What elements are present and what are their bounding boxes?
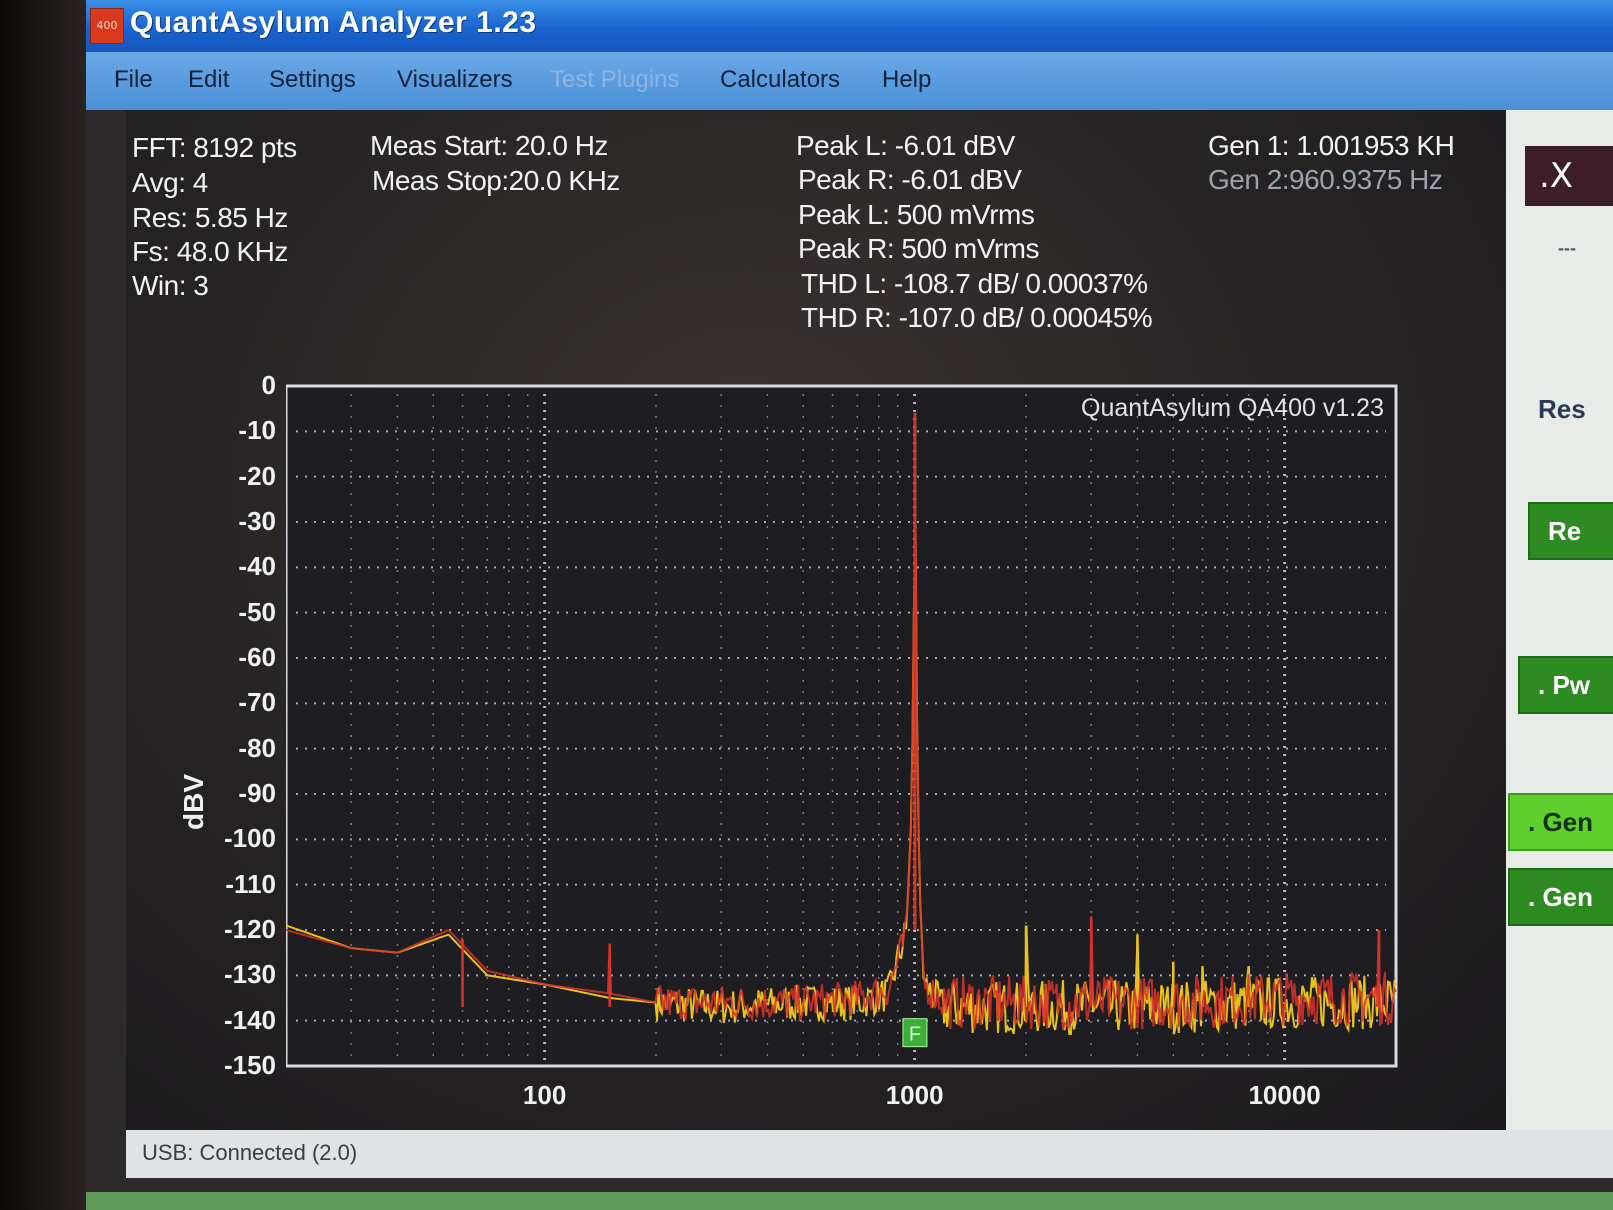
y-tick-label: -130 — [223, 959, 276, 990]
title-bar[interactable]: 400 QuantAsylum Analyzer 1.23 — [86, 0, 1613, 52]
stat-gen2: Gen 2:960.9375 Hz — [1208, 164, 1443, 195]
menu-file[interactable]: File — [114, 66, 153, 93]
window-title: QuantAsylum Analyzer 1.23 — [130, 6, 537, 39]
usb-status: USB: Connected (2.0) — [142, 1140, 358, 1165]
x-tick-label: 1000 — [885, 1080, 944, 1110]
y-tick-label: -150 — [223, 1050, 276, 1080]
fundamental-marker — [902, 1018, 928, 1048]
stat-fs: Fs: 48.0 KHz — [132, 236, 288, 267]
re-button[interactable]: Re — [1528, 502, 1613, 560]
y-tick-label: -40 — [238, 551, 276, 582]
y-tick-label: -60 — [238, 642, 276, 672]
spectrum-plot[interactable]: QuantAsylum QA400 v1.23 F — [286, 378, 1436, 1078]
y-tick-label: -10 — [238, 415, 276, 446]
stat-meas-start: Meas Start: 20.0 Hz — [370, 130, 608, 161]
app-icon[interactable]: 400 — [90, 8, 124, 44]
stat-res: Res: 5.85 Hz — [132, 202, 288, 233]
menu-bar: File Edit Settings Visualizers Test Plug… — [86, 52, 1613, 110]
stat-peak-l-dbv: Peak L: -6.01 dBV — [796, 130, 1015, 161]
y-tick-label: -30 — [238, 506, 276, 536]
y-tick-label: -110 — [225, 868, 276, 899]
stat-thd-l: THD L: -108.7 dB/ 0.00037% — [801, 268, 1148, 299]
y-tick-label: -100 — [223, 823, 276, 854]
stat-thd-r: THD R: -107.0 dB/ 0.00045% — [801, 302, 1153, 333]
stat-peak-r-dbv: Peak R: -6.01 dBV — [798, 164, 1022, 195]
app-window: 400 QuantAsylum Analyzer 1.23 File Edit … — [86, 0, 1613, 1192]
side-panel: --- Res Re . Pw . Gen . Gen — [1506, 110, 1613, 1130]
x-tick-label: 100 — [522, 1080, 567, 1110]
status-bar: USB: Connected (2.0) — [126, 1130, 1613, 1178]
series-line — [286, 525, 1397, 1036]
close-icon[interactable]: .X — [1525, 146, 1613, 206]
taskbar-strip — [86, 1192, 1613, 1210]
stat-meas-stop: Meas Stop:20.0 KHz — [372, 165, 620, 196]
y-tick-label: -20 — [238, 460, 276, 491]
pw-button[interactable]: . Pw — [1518, 656, 1613, 714]
y-tick-label: -50 — [238, 596, 276, 627]
chart-title: QuantAsylum QA400 v1.23 — [1081, 394, 1384, 422]
stat-peak-r-vrms: Peak R: 500 mVrms — [798, 233, 1039, 264]
menu-calculators[interactable]: Calculators — [720, 66, 841, 93]
x-tick-label: 10000 — [1248, 1080, 1321, 1110]
series-line — [286, 527, 1397, 1030]
y-tick-label: -90 — [238, 778, 276, 808]
menu-help[interactable]: Help — [882, 66, 932, 93]
y-tick-label: 0 — [261, 370, 276, 400]
menu-visualizers[interactable]: Visualizers — [397, 66, 513, 93]
stat-win: Win: 3 — [132, 270, 209, 301]
menu-test-plugins: Test Plugins — [550, 66, 680, 93]
side-res-label: Res — [1538, 394, 1586, 424]
side-dashes: --- — [1558, 238, 1576, 258]
stat-avg: Avg: 4 — [132, 167, 208, 198]
y-tick-label: -80 — [238, 732, 276, 763]
stat-gen1: Gen 1: 1.001953 KH — [1208, 130, 1455, 161]
plot-frame — [286, 384, 1398, 1068]
stat-fft: FFT: 8192 pts — [132, 132, 297, 163]
y-tick-label: -70 — [238, 687, 276, 718]
stat-peak-l-vrms: Peak L: 500 mVrms — [798, 199, 1035, 230]
analyzer-panel: FFT: 8192 pts Avg: 4 Res: 5.85 Hz Fs: 48… — [126, 110, 1506, 1130]
gen1-button[interactable]: . Gen — [1508, 793, 1613, 851]
y-tick-label: -140 — [223, 1004, 276, 1035]
monitor-bezel — [0, 0, 86, 1210]
menu-settings[interactable]: Settings — [269, 66, 356, 93]
fundamental-marker-label: F — [909, 1024, 921, 1046]
y-tick-label: -120 — [223, 914, 276, 944]
menu-edit[interactable]: Edit — [188, 66, 230, 93]
gen2-button[interactable]: . Gen — [1508, 868, 1613, 926]
